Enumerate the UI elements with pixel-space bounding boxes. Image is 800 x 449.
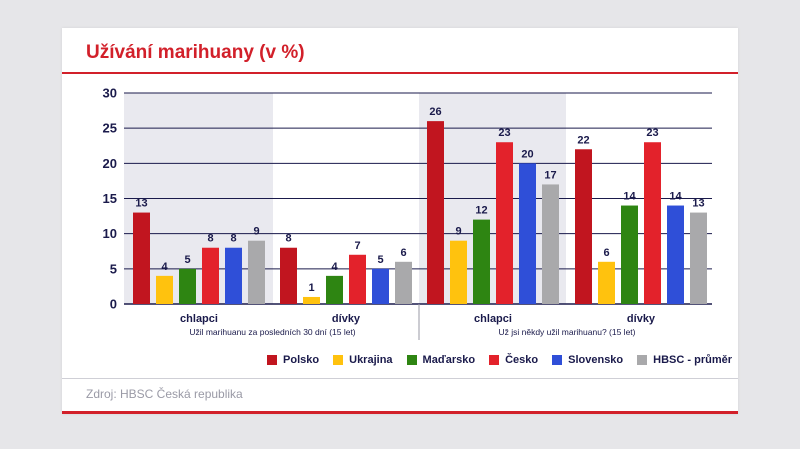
section-label: Už jsi někdy užil marihuanu? (15 let) <box>498 327 635 337</box>
value-label: 8 <box>207 233 213 245</box>
value-label: 9 <box>253 226 259 238</box>
value-label: 9 <box>455 226 461 238</box>
bar-chart: 0 5 10 15 20 25 30 13 8 26 22 4 1 9 6 5 4 12 14 8 7 23 23 8 5 20… <box>103 86 712 340</box>
bar <box>644 142 661 304</box>
value-label: 1 <box>308 282 314 294</box>
value-label: 8 <box>230 233 236 245</box>
bar <box>667 205 684 304</box>
chart-title: Užívání marihuany (v %) <box>86 42 305 63</box>
y-tick-label: 0 <box>110 297 117 312</box>
legend-swatch <box>489 355 500 365</box>
legend-swatch <box>637 355 648 365</box>
legend-swatch <box>406 355 417 365</box>
legend-label: Česko <box>505 354 539 366</box>
bar <box>372 268 389 304</box>
category-label: chlapci <box>474 313 512 325</box>
legend-label: Ukrajina <box>349 354 393 366</box>
value-label: 12 <box>475 205 487 217</box>
value-label: 6 <box>400 247 406 259</box>
value-label: 17 <box>544 169 556 181</box>
value-label: 13 <box>692 198 704 210</box>
bar <box>202 247 219 304</box>
bar <box>133 212 150 304</box>
source-text: Zdroj: HBSC Česká republika <box>86 387 243 401</box>
legend-swatch <box>333 355 344 365</box>
bar <box>156 275 173 304</box>
value-label: 13 <box>135 198 147 210</box>
legend: Polsko Ukrajina Maďarsko Česko Slovensko HBSC… <box>267 354 732 366</box>
bar <box>280 247 297 304</box>
legend-label: Slovensko <box>568 354 624 366</box>
category-label: dívky <box>627 313 656 325</box>
value-label: 23 <box>498 127 510 139</box>
legend-item: Česko <box>489 354 538 366</box>
bar <box>473 219 490 304</box>
value-label: 4 <box>161 261 168 273</box>
title-divider <box>62 72 738 74</box>
category-label: chlapci <box>180 313 218 325</box>
legend-label: Polsko <box>283 354 320 366</box>
bar <box>450 240 467 304</box>
legend-swatch <box>267 355 278 365</box>
legend-item: Slovensko <box>552 354 623 366</box>
value-label: 7 <box>354 240 360 252</box>
bar <box>598 261 615 304</box>
legend-label: HBSC - průměr <box>653 354 732 366</box>
value-label: 14 <box>669 191 682 203</box>
x-axis: chlapci dívky chlapci dívky Užil marihuanu z… <box>180 304 656 340</box>
bar <box>519 163 536 304</box>
bar <box>349 254 366 304</box>
bottom-divider <box>62 411 738 414</box>
value-label: 22 <box>577 134 589 146</box>
y-tick-label: 20 <box>103 156 117 171</box>
value-label: 4 <box>331 261 338 273</box>
section-label: Užil marihuanu za posledních 30 dní (15 … <box>189 327 355 337</box>
value-label: 20 <box>521 148 533 160</box>
y-axis: 0 5 10 15 20 25 30 <box>103 86 117 312</box>
bars <box>133 121 707 304</box>
bar <box>225 247 242 304</box>
bar <box>621 205 638 304</box>
legend-label: Maďarsko <box>422 354 476 366</box>
category-label: dívky <box>332 313 361 325</box>
y-tick-label: 25 <box>103 121 117 136</box>
bar <box>542 184 559 304</box>
legend-item: Polsko <box>267 354 319 366</box>
bar <box>690 212 707 304</box>
data-labels: 13 8 26 22 4 1 9 6 5 4 12 14 8 7 23 23 8 5 20 14 9 6 17 13 <box>135 106 704 294</box>
legend-item: Ukrajina <box>333 354 393 366</box>
legend-item: HBSC - průměr <box>637 354 732 366</box>
bar <box>395 261 412 304</box>
bar <box>303 296 320 304</box>
source-divider <box>62 378 738 379</box>
legend-swatch <box>552 355 563 365</box>
bar <box>496 142 513 304</box>
value-label: 5 <box>377 254 383 266</box>
value-label: 6 <box>603 247 609 259</box>
chart-card: Užívání marihuany (v %) 0 5 10 15 20 25 30 13 8… <box>62 28 738 414</box>
bar <box>326 275 343 304</box>
y-tick-label: 10 <box>103 226 117 241</box>
y-tick-label: 15 <box>103 191 117 206</box>
value-label: 8 <box>285 233 291 245</box>
bar <box>179 268 196 304</box>
value-label: 23 <box>646 127 658 139</box>
y-tick-label: 5 <box>110 261 117 276</box>
value-label: 26 <box>429 106 441 118</box>
y-tick-label: 30 <box>103 86 117 101</box>
value-label: 5 <box>184 254 190 266</box>
bar <box>248 240 265 304</box>
value-label: 14 <box>623 191 636 203</box>
bar <box>427 121 444 304</box>
legend-item: Maďarsko <box>406 354 476 366</box>
bar <box>575 149 592 304</box>
